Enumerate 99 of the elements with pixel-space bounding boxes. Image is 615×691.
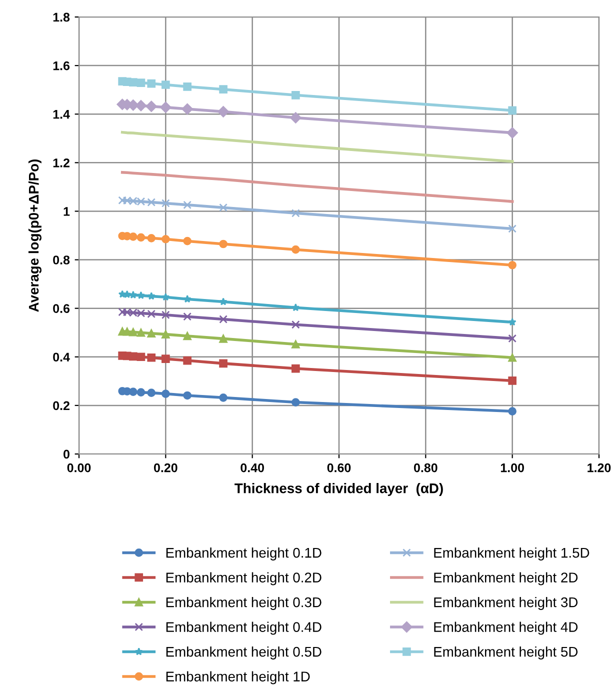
point [219, 240, 228, 248]
point [292, 245, 300, 254]
point [147, 79, 156, 88]
legend-label: Embankment height 0.3D [166, 597, 322, 610]
point [129, 78, 138, 86]
y-tick-label: 1 [64, 207, 70, 216]
legend-label: Embankment height 0.1D [166, 548, 322, 560]
point [508, 334, 516, 343]
y-tick-label: 0 [64, 450, 70, 459]
x-tick-label: 0.40 [240, 463, 264, 472]
point [136, 291, 145, 299]
x-tick-label: 1.20 [588, 463, 611, 472]
y-tick-label: 0.6 [53, 304, 70, 313]
legend-label: Embankment height 0.2D [166, 572, 322, 586]
point [292, 91, 300, 100]
point [136, 388, 146, 396]
point [160, 102, 172, 113]
point [136, 352, 146, 362]
point [162, 390, 170, 398]
point [508, 224, 516, 233]
point [290, 112, 302, 124]
point [219, 203, 228, 212]
point [292, 303, 300, 312]
legend-label: Embankment height 0.5D [166, 646, 322, 660]
point [508, 318, 516, 326]
point [183, 294, 192, 303]
point [135, 100, 147, 112]
x-tick-label: 0.00 [67, 463, 91, 472]
point [162, 354, 170, 363]
y-tick-label: 1.4 [53, 110, 70, 119]
point [162, 293, 170, 301]
line-series [120, 130, 514, 163]
y-tick-label: 0.8 [53, 256, 70, 264]
point [292, 340, 300, 348]
point [129, 328, 138, 336]
point [147, 198, 156, 206]
point [219, 85, 228, 94]
point [147, 310, 156, 318]
point [162, 80, 170, 89]
x-axis-title: Thickness of divided layer (αD) [234, 483, 443, 496]
point [136, 233, 146, 242]
point [292, 320, 300, 329]
y-axis-title: Average log(p0+ΔP/Po) [28, 159, 42, 312]
point [147, 234, 156, 242]
point [136, 78, 146, 87]
legend-label: Embankment height 0.4D [166, 622, 322, 635]
point [183, 200, 192, 210]
point [292, 364, 300, 373]
legend-label: Embankment height 3D [434, 597, 578, 610]
x-tick-label: 0.60 [327, 463, 351, 472]
y-tick-label: 1.6 [53, 61, 70, 70]
point [183, 236, 192, 246]
x-tick-label: 1.00 [500, 463, 524, 472]
point [183, 312, 192, 321]
point [292, 398, 300, 406]
point [183, 82, 192, 91]
legend-label: Embankment height 2D [434, 572, 578, 586]
point [162, 199, 170, 208]
point [219, 394, 228, 402]
x-tick-label: 0.80 [414, 463, 438, 472]
y-tick-label: 1.2 [53, 158, 70, 168]
point [146, 100, 157, 112]
point [183, 356, 192, 365]
legend-label: Embankment height 5D [434, 646, 578, 660]
point [147, 329, 156, 338]
y-tick-label: 1.8 [53, 12, 70, 22]
point [136, 328, 146, 337]
point [508, 353, 516, 362]
point [147, 388, 156, 397]
point [508, 376, 516, 385]
point [219, 334, 228, 343]
point [218, 106, 229, 118]
point [508, 260, 516, 270]
point [129, 352, 138, 361]
point [219, 315, 228, 324]
point [183, 332, 192, 340]
legend-label: Embankment height 1.5D [434, 548, 590, 560]
point [129, 388, 138, 396]
point [219, 359, 228, 368]
point [129, 232, 138, 241]
point [506, 127, 518, 138]
point [183, 391, 192, 400]
point [147, 353, 156, 362]
point [219, 298, 228, 306]
point [122, 327, 132, 336]
legend-label: Embankment height 1D [166, 671, 310, 684]
point [147, 292, 156, 300]
point [292, 208, 300, 218]
line-series [120, 170, 514, 203]
point [182, 103, 193, 115]
legend-label: Embankment height 4D [434, 622, 578, 635]
point [162, 310, 170, 320]
point [508, 407, 516, 416]
x-tick-label: 0.20 [154, 463, 178, 472]
y-tick-label: 0.4 [53, 352, 70, 362]
y-tick-label: 0.2 [53, 401, 70, 410]
point [508, 106, 516, 115]
point [162, 234, 170, 244]
point [162, 330, 170, 338]
